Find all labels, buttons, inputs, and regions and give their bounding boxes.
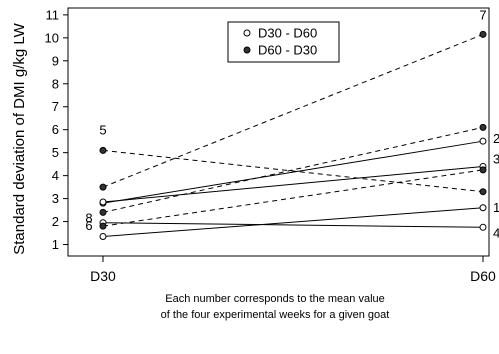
goat-label-4: 4 [493, 225, 499, 240]
data-point-goat-8-d60 [479, 123, 487, 131]
data-point-goat-2-d60 [479, 137, 487, 145]
goat-label-3: 3 [493, 151, 499, 166]
data-point-goat-8-d30 [99, 208, 107, 216]
data-point-goat-7-d60 [479, 30, 487, 38]
y-tick-label: 2 [52, 214, 59, 229]
legend: D30 - D60 D60 - D30 [227, 21, 340, 63]
data-point-goat-1-d30 [99, 232, 107, 240]
y-tick-label: 7 [52, 99, 59, 114]
goat-label-2: 2 [493, 131, 499, 146]
series-line-goat-5 [102, 149, 484, 193]
goat-label-5: 5 [99, 122, 106, 137]
series-lines [102, 33, 484, 237]
goat-label-8: 8 [85, 210, 92, 225]
y-tick-label: 5 [52, 145, 59, 160]
series-line-goat-4 [102, 222, 484, 228]
data-point-goat-6-d60 [479, 166, 487, 174]
data-point-goat-4-d60 [479, 223, 487, 231]
series-line-goat-1 [102, 207, 484, 237]
x-tick-label: D60 [470, 268, 496, 284]
y-tick-label: 6 [52, 122, 59, 137]
caption-line-1: Each number corresponds to the mean valu… [165, 293, 385, 305]
series-line-goat-3 [102, 165, 484, 203]
x-axis: D30 D60 [90, 256, 496, 284]
y-tick-label: 4 [52, 168, 59, 183]
y-axis: 1 2 3 4 5 6 7 8 9 10 11 [45, 7, 68, 252]
series-line-goat-2 [102, 140, 484, 204]
data-point-goat-3-d30 [99, 198, 107, 206]
plot-frame [67, 7, 490, 257]
y-tick-label: 1 [52, 237, 59, 252]
legend-marker-filled-circle [243, 46, 251, 54]
data-point-goat-1-d60 [479, 204, 487, 212]
data-point-goat-7-d30 [99, 183, 107, 191]
y-tick-label: 9 [52, 53, 59, 68]
y-tick-label: 8 [52, 76, 59, 91]
series-line-goat-6 [102, 169, 484, 227]
goat-label-7: 7 [479, 7, 486, 22]
y-axis-title: Standard deviation of DMI g/kg LW [11, 22, 28, 254]
data-point-goat-5-d60 [479, 188, 487, 196]
caption-line-2: of the four experimental weeks for a giv… [161, 309, 390, 321]
legend-label-d60-d30: D60 - D30 [258, 43, 317, 58]
legend-marker-open-circle [243, 29, 251, 37]
series-markers [99, 30, 487, 240]
data-point-goat-6-d30 [99, 222, 107, 230]
x-tick-label: D30 [90, 268, 116, 284]
series-line-goat-8 [102, 126, 484, 213]
legend-box [227, 21, 340, 63]
goat-labels: 1 2 3 4 5 6 7 8 [85, 7, 499, 240]
data-point-goat-5-d30 [99, 146, 107, 154]
y-tick-label: 3 [52, 191, 59, 206]
legend-label-d30-d60: D30 - D60 [258, 26, 317, 41]
goat-label-6: 6 [85, 218, 92, 233]
y-tick-label: 11 [46, 7, 60, 22]
y-tick-label: 10 [45, 30, 59, 45]
goat-label-1: 1 [493, 200, 499, 215]
